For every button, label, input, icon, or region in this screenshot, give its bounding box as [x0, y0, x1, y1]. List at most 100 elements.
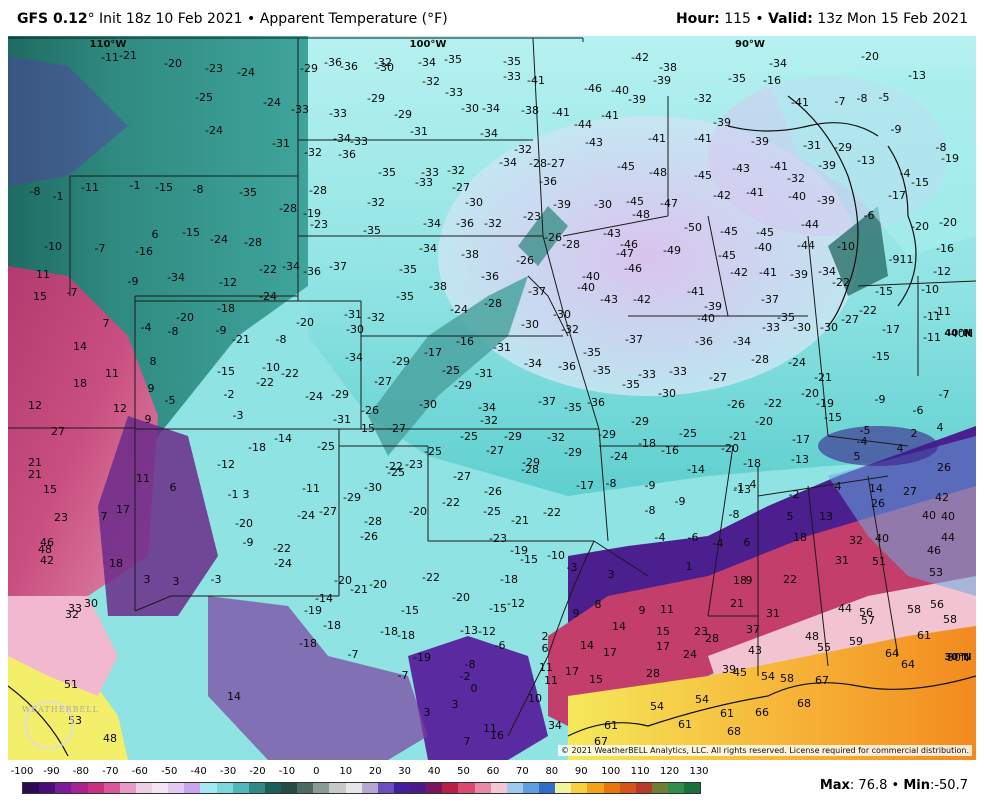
temperature-value: 3: [608, 568, 615, 581]
temperature-value: 6: [744, 536, 751, 549]
temperature-value: -24: [274, 557, 292, 570]
temperature-value: -9: [875, 393, 886, 406]
temperature-value: -33: [445, 86, 463, 99]
temperature-value: -11: [923, 331, 941, 344]
temperature-value: -35: [728, 72, 746, 85]
color-scale-swatch: [39, 783, 56, 793]
temperature-value: 68: [727, 725, 741, 738]
temperature-value: 61: [917, 629, 931, 642]
temperature-value: 6: [152, 228, 159, 241]
color-scale-tick: 10: [339, 766, 353, 777]
color-scale-swatch: [490, 783, 507, 793]
color-scale-tick: 20: [368, 766, 382, 777]
temperature-map[interactable]: -11 -21 -20 -23 -24 -29 -36 -36 -32 -30 -34 -35 -35 -…: [8, 36, 976, 760]
temperature-value: 9: [145, 413, 152, 426]
temperature-value: 15: [656, 625, 670, 638]
temperature-value: 42: [40, 554, 54, 567]
temperature-value: -35: [593, 364, 611, 377]
temperature-value: -36: [587, 396, 605, 409]
temperature-value: -6: [913, 404, 924, 417]
color-scale-tick: -100: [10, 766, 34, 777]
temperature-value: 21: [28, 456, 42, 469]
temperature-value: -29: [522, 456, 540, 469]
longitude-label: 90°W: [735, 39, 765, 50]
temperature-value: -43: [600, 293, 618, 306]
temperature-value: -28: [521, 463, 539, 476]
temperature-value: -36: [481, 270, 499, 283]
valid-label: Valid:: [768, 11, 813, 27]
temperature-value: -4: [655, 531, 666, 544]
temperature-value: -15: [875, 285, 893, 298]
temperature-value: 53: [929, 566, 943, 579]
temperature-value: -47: [616, 247, 634, 260]
temperature-value: -18: [743, 457, 761, 470]
temperature-value: -30: [793, 321, 811, 334]
temperature-value: -42: [713, 189, 731, 202]
temperature-value: -22: [764, 397, 782, 410]
temperature-value: -29: [631, 415, 649, 428]
temperature-value: -29: [564, 446, 582, 459]
temperature-value: 15: [43, 483, 57, 496]
temperature-value: -25: [679, 427, 697, 440]
temperature-value: -23: [405, 458, 423, 471]
temperature-value: 48: [103, 732, 117, 745]
temperature-value: -22: [442, 496, 460, 509]
temperature-value: -32: [422, 75, 440, 88]
copyright-notice: © 2021 WeatherBELL Analytics, LLC. All r…: [558, 745, 972, 756]
temperature-value: 57: [861, 614, 875, 627]
temperature-value: 51: [64, 678, 78, 691]
temperature-value: -26: [727, 398, 745, 411]
temperature-value: -39: [553, 198, 571, 211]
temperature-value: -11: [302, 482, 320, 495]
temperature-value: -14: [315, 592, 333, 605]
temperature-value: -21: [729, 430, 747, 443]
temperature-value: -40N: [947, 327, 973, 340]
temperature-value: -8: [729, 508, 740, 521]
temperature-value: 2: [911, 427, 918, 440]
temperature-value: -40: [754, 241, 772, 254]
temperature-value: -45: [626, 195, 644, 208]
temperature-value: -36: [695, 335, 713, 348]
temperature-value: 12: [113, 402, 127, 415]
color-scale-tick: 120: [660, 766, 680, 777]
temperature-value: 58: [780, 672, 794, 685]
temperature-value: -9: [645, 479, 656, 492]
temperature-value: -32: [480, 414, 498, 427]
temperature-value: -40: [611, 84, 629, 97]
temperature-value: -20: [755, 415, 773, 428]
temperature-value: -45: [617, 160, 635, 173]
temperature-value: 15: [33, 290, 47, 303]
map-canvas: -11 -21 -20 -23 -24 -29 -36 -36 -32 -30 -34 -35 -35 -…: [8, 36, 976, 760]
temperature-value: -28: [364, 515, 382, 528]
color-scale-swatch: [200, 783, 217, 793]
temperature-value: -10: [837, 240, 855, 253]
temperature-value: -27: [841, 313, 859, 326]
temperature-value: 18: [793, 531, 807, 544]
temperature-value: 32: [849, 534, 863, 547]
temperature-value: -30: [364, 481, 382, 494]
temperature-value: -43: [585, 136, 603, 149]
color-scale-tick: -30: [219, 766, 237, 777]
temperature-value: -37: [625, 333, 643, 346]
temperature-value: -15: [872, 350, 890, 363]
temperature-value: -41: [791, 96, 809, 109]
temperature-value: -32: [374, 56, 392, 69]
temperature-value: -23: [310, 218, 328, 231]
temperature-value: -41: [746, 186, 764, 199]
color-scale-swatch: [506, 783, 523, 793]
color-scale-swatch: [135, 783, 152, 793]
temperature-value: -28: [562, 238, 580, 251]
temperature-value: 45: [733, 666, 747, 679]
color-scale-swatch: [522, 783, 539, 793]
temperature-value: -33: [329, 107, 347, 120]
temperature-value: 22: [783, 573, 797, 586]
temperature-value: -24: [788, 356, 806, 369]
temperature-value: 37: [746, 623, 760, 636]
temperature-value: -34: [333, 132, 351, 145]
color-scale-tick: -40: [190, 766, 207, 777]
color-scale-swatch: [587, 783, 604, 793]
temperature-value: -12: [933, 265, 951, 278]
temperature-value: 16: [490, 729, 504, 742]
color-scale-swatch: [71, 783, 88, 793]
temperature-value: -30: [521, 318, 539, 331]
